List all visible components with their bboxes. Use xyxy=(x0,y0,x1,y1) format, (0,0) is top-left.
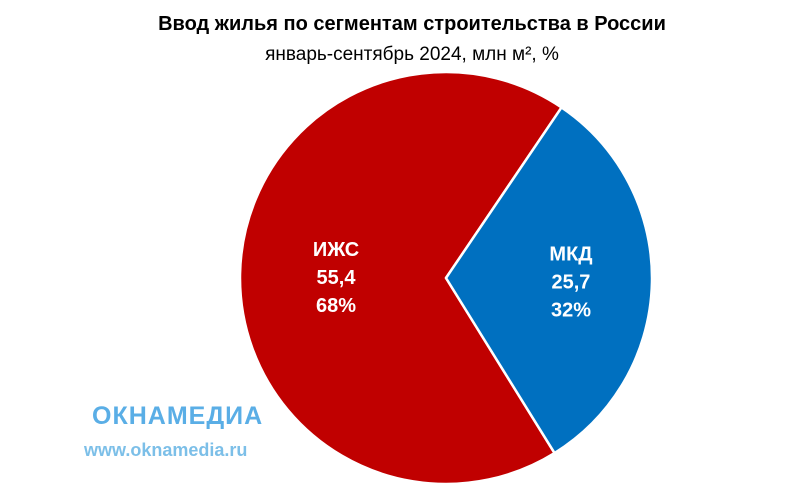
value-label: 55,4 xyxy=(317,267,357,289)
pie-slice xyxy=(444,106,654,455)
percent-label: 68% xyxy=(316,295,356,317)
watermark-logo: ОКНАМЕДИА xyxy=(92,402,263,430)
slice-label: ИЖС xyxy=(313,239,359,261)
chart-subtitle: январь-сентябрь 2024, млн м², % xyxy=(265,44,559,65)
slice-label: МКД xyxy=(549,244,592,266)
pie-slice xyxy=(238,70,563,486)
percent-label: 32% xyxy=(551,300,591,322)
watermark-url: www.oknamedia.ru xyxy=(83,440,247,460)
value-label: 25,7 xyxy=(552,272,591,294)
chart-title: Ввод жилья по сегментам строительства в … xyxy=(158,13,666,35)
